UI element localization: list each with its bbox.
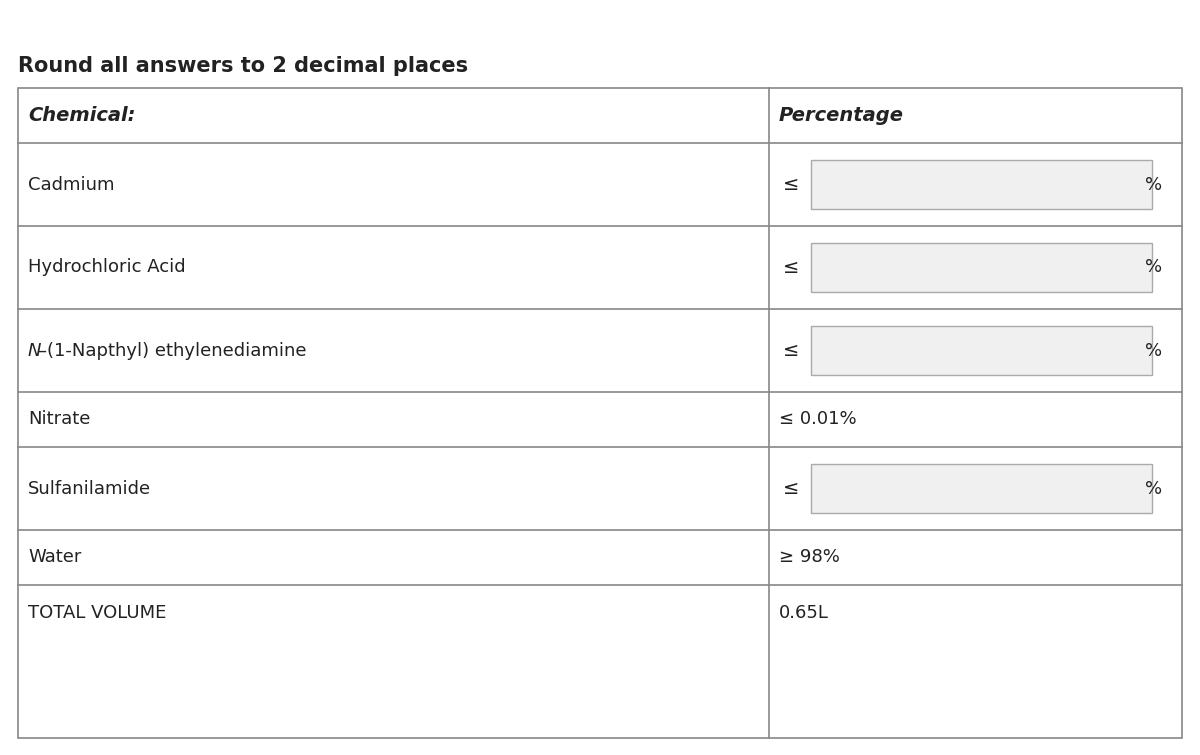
Text: ≤: ≤ — [782, 341, 799, 360]
Text: ≤: ≤ — [782, 175, 799, 194]
Text: %: % — [1145, 258, 1162, 276]
Text: Sulfanilamide: Sulfanilamide — [28, 479, 151, 498]
Text: Percentage: Percentage — [779, 106, 904, 125]
Text: N: N — [28, 341, 42, 359]
Text: ≤: ≤ — [782, 258, 799, 277]
Text: Round all answers to 2 decimal places: Round all answers to 2 decimal places — [18, 56, 468, 76]
Text: %: % — [1145, 479, 1162, 498]
Text: Nitrate: Nitrate — [28, 411, 90, 429]
Text: Water: Water — [28, 548, 82, 566]
Text: ≤ 0.01%: ≤ 0.01% — [779, 411, 857, 429]
Bar — [811, 325, 1152, 375]
Bar — [811, 159, 1152, 209]
Bar — [811, 242, 1152, 292]
Text: 0.65L: 0.65L — [779, 603, 829, 621]
Text: –(1‑Napthyl) ethylenediamine: –(1‑Napthyl) ethylenediamine — [38, 341, 306, 359]
Text: %: % — [1145, 341, 1162, 359]
Bar — [811, 464, 1152, 513]
Text: ≥ 98%: ≥ 98% — [779, 548, 840, 566]
Text: Cadmium: Cadmium — [28, 175, 114, 193]
Text: %: % — [1145, 175, 1162, 193]
Text: Chemical:: Chemical: — [28, 106, 136, 125]
Bar — [18, 88, 1182, 738]
Text: ≤: ≤ — [782, 479, 799, 498]
Text: Hydrochloric Acid: Hydrochloric Acid — [28, 258, 186, 276]
Text: TOTAL VOLUME: TOTAL VOLUME — [28, 603, 167, 621]
